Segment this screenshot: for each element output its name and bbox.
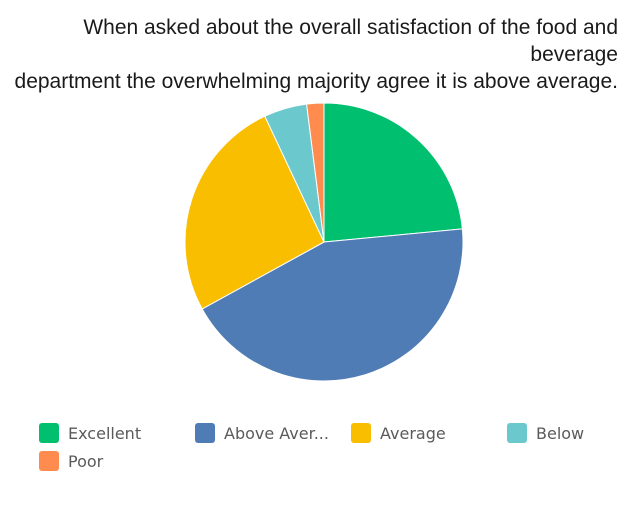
legend-swatch-above-average — [195, 423, 215, 443]
chart-title: When asked about the overall satisfactio… — [0, 14, 618, 95]
legend-label-poor: Poor — [68, 451, 104, 471]
chart-title-line-1: When asked about the overall satisfactio… — [83, 16, 618, 66]
legend-label-excellent: Excellent — [68, 423, 142, 443]
legend-item-poor[interactable]: Poor — [39, 450, 103, 472]
legend-label-above-average: Above Aver... — [224, 423, 329, 443]
legend-swatch-excellent — [39, 423, 59, 443]
pie-slice-poor[interactable] — [306, 102, 325, 243]
legend-label-below: Below — [536, 423, 585, 443]
legend-item-excellent[interactable]: Excellent — [39, 422, 141, 444]
legend-item-below[interactable]: Below — [507, 422, 584, 444]
pie-slice-excellent[interactable] — [323, 102, 463, 243]
pie-slice-average[interactable] — [184, 115, 325, 310]
legend-item-above-average[interactable]: Above Aver... — [195, 422, 329, 444]
chart-title-line-2: department the overwhelming majority agr… — [14, 70, 618, 93]
legend-item-average[interactable]: Average — [351, 422, 446, 444]
legend-label-average: Average — [380, 423, 446, 443]
pie-slice-above-average[interactable] — [201, 228, 464, 382]
legend-swatch-below — [507, 423, 527, 443]
legend-swatch-average — [351, 423, 371, 443]
legend-swatch-poor — [39, 451, 59, 471]
